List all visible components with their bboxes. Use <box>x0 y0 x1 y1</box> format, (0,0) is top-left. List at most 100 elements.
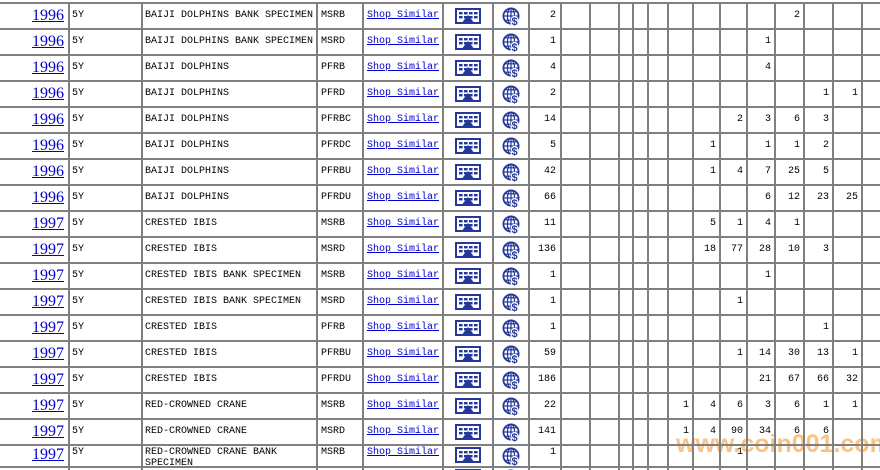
grade-count: 28 <box>758 244 771 255</box>
shop-similar-link[interactable]: Shop Similar <box>367 374 440 385</box>
shop-similar-link[interactable]: Shop Similar <box>367 36 440 47</box>
grade-count-cell: 1 <box>774 210 805 238</box>
shop-similar-link[interactable]: Shop Similar <box>367 10 440 21</box>
shop-similar-link[interactable]: Shop Similar <box>367 192 440 203</box>
price-guide-icon[interactable]: $ <box>494 371 528 390</box>
year-link[interactable]: 1997 <box>32 422 64 440</box>
year-link[interactable]: 1996 <box>32 162 64 180</box>
grade-count: 1 <box>793 218 800 229</box>
year-link[interactable]: 1997 <box>32 292 64 310</box>
price-guide-icon[interactable]: $ <box>494 33 528 52</box>
year-link[interactable]: 1997 <box>32 266 64 284</box>
price-guide-icon[interactable]: $ <box>494 85 528 104</box>
census-report-icon[interactable] <box>444 447 492 463</box>
shop-similar-link[interactable]: Shop Similar <box>367 322 440 333</box>
census-report-icon[interactable] <box>444 60 492 76</box>
census-report-icon[interactable] <box>444 346 492 362</box>
year-link[interactable]: 1997 <box>32 318 64 336</box>
census-report-icon[interactable] <box>444 138 492 154</box>
price-guide-icon[interactable]: $ <box>494 7 528 26</box>
price-guide-icon[interactable]: $ <box>494 215 528 234</box>
price-guide-icon[interactable]: $ <box>494 447 528 466</box>
shop-similar-link[interactable]: Shop Similar <box>367 244 440 255</box>
shop-similar-link[interactable]: Shop Similar <box>367 140 440 151</box>
price-guide-icon[interactable]: $ <box>494 423 528 442</box>
grade-count-cell <box>832 28 863 56</box>
description-cell: CRESTED IBIS <box>141 340 318 368</box>
price-guide-icon[interactable]: $ <box>494 189 528 208</box>
year-cell: 1997 <box>0 444 70 468</box>
shop-similar-link[interactable]: Shop Similar <box>367 426 440 437</box>
price-guide-icon[interactable]: $ <box>494 137 528 156</box>
year-link[interactable]: 1997 <box>32 396 64 414</box>
price-icon-cell: $ <box>492 106 530 134</box>
grade-count-cell <box>632 184 649 212</box>
year-link[interactable]: 1996 <box>32 84 64 102</box>
price-guide-icon[interactable]: $ <box>494 111 528 130</box>
census-report-icon[interactable] <box>444 424 492 440</box>
census-report-icon[interactable] <box>444 8 492 24</box>
grade-count-cell <box>803 262 834 290</box>
grade-count-cell <box>667 444 694 468</box>
year-link[interactable]: 1996 <box>32 110 64 128</box>
grade-count-cell <box>861 418 880 446</box>
census-report-icon[interactable] <box>444 164 492 180</box>
year-link[interactable]: 1996 <box>32 32 64 50</box>
grade-count-cell <box>719 314 748 342</box>
census-report-icon[interactable] <box>444 372 492 388</box>
grade-count-cell <box>632 28 649 56</box>
census-report-icon[interactable] <box>444 242 492 258</box>
year-link[interactable]: 1996 <box>32 58 64 76</box>
grade-count-cell <box>667 28 694 56</box>
year-link[interactable]: 1997 <box>32 240 64 258</box>
year-link[interactable]: 1996 <box>32 136 64 154</box>
grade-count-cell <box>647 366 669 394</box>
grade-count-cell <box>560 444 591 468</box>
shop-similar-link[interactable]: Shop Similar <box>367 447 440 458</box>
price-guide-icon[interactable]: $ <box>494 59 528 78</box>
price-guide-icon[interactable]: $ <box>494 241 528 260</box>
census-report-icon[interactable] <box>444 112 492 128</box>
census-report-icon[interactable] <box>444 398 492 414</box>
price-guide-icon[interactable]: $ <box>494 293 528 312</box>
census-report-icon[interactable] <box>444 190 492 206</box>
grade-count-cell: 10 <box>774 236 805 264</box>
year-link[interactable]: 1996 <box>32 6 64 24</box>
price-guide-icon[interactable]: $ <box>494 319 528 338</box>
shop-similar-link[interactable]: Shop Similar <box>367 296 440 307</box>
grade-count-cell <box>632 314 649 342</box>
census-report-icon[interactable] <box>444 86 492 102</box>
census-report-icon[interactable] <box>444 268 492 284</box>
census-report-icon[interactable] <box>444 216 492 232</box>
shop-similar-link[interactable]: Shop Similar <box>367 166 440 177</box>
shop-similar-link[interactable]: Shop Similar <box>367 62 440 73</box>
shop-similar-link[interactable]: Shop Similar <box>367 88 440 99</box>
description-cell: CRESTED IBIS <box>141 314 318 342</box>
grade-count-cell <box>803 288 834 316</box>
price-guide-icon[interactable]: $ <box>494 267 528 286</box>
year-link[interactable]: 1997 <box>32 344 64 362</box>
shop-similar-link[interactable]: Shop Similar <box>367 270 440 281</box>
year-link[interactable]: 1997 <box>32 370 64 388</box>
year-link[interactable]: 1997 <box>32 446 64 463</box>
grade-count-cell: 7 <box>746 158 776 186</box>
shop-cell: Shop Similar <box>362 106 444 134</box>
census-report-icon[interactable] <box>444 34 492 50</box>
census-report-icon[interactable] <box>444 294 492 310</box>
grade-count-cell <box>618 418 634 446</box>
shop-similar-link[interactable]: Shop Similar <box>367 400 440 411</box>
year-link[interactable]: 1997 <box>32 214 64 232</box>
shop-similar-link[interactable]: Shop Similar <box>367 348 440 359</box>
grade-count-cell <box>618 80 634 108</box>
grade-count-cell <box>647 132 669 160</box>
grade-count-cell: 13 <box>803 340 834 368</box>
price-guide-icon[interactable]: $ <box>494 163 528 182</box>
shop-similar-link[interactable]: Shop Similar <box>367 218 440 229</box>
price-guide-icon[interactable]: $ <box>494 345 528 364</box>
grade-count-cell <box>832 2 863 30</box>
grade-count-cell <box>632 340 649 368</box>
year-link[interactable]: 1996 <box>32 188 64 206</box>
shop-similar-link[interactable]: Shop Similar <box>367 114 440 125</box>
census-report-icon[interactable] <box>444 320 492 336</box>
price-guide-icon[interactable]: $ <box>494 397 528 416</box>
